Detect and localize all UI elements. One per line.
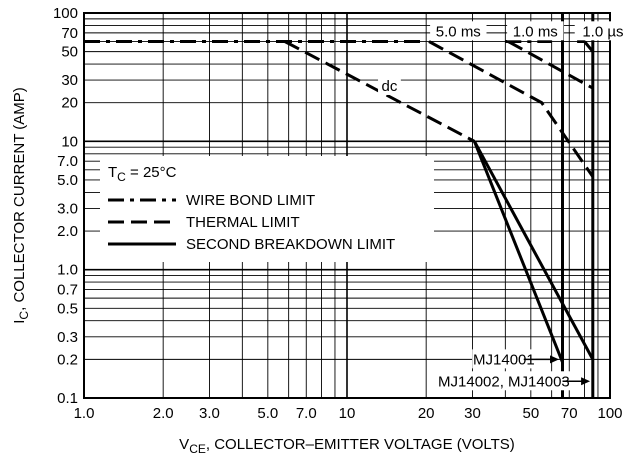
y-axis-label-main: I xyxy=(11,320,28,324)
legend-title-main: T xyxy=(108,164,117,181)
x-tick-label: 7.0 xyxy=(296,405,317,422)
x-tick-label: 5.0 xyxy=(257,405,278,422)
x-tick-label: 3.0 xyxy=(199,405,220,422)
second-breakdown-line xyxy=(473,140,595,361)
y-tick-label: 0.5 xyxy=(57,300,78,317)
y-axis-label-rest: , COLLECTOR CURRENT (AMP) xyxy=(11,87,28,311)
second-breakdown-line xyxy=(473,140,564,363)
legend-label: SECOND BREAKDOWN LIMIT xyxy=(186,236,395,253)
x-tick-label: 70 xyxy=(561,405,578,422)
y-tick-label: 5.0 xyxy=(57,172,78,189)
y-tick-label: 3.0 xyxy=(57,200,78,217)
y-tick-label: 2.0 xyxy=(57,223,78,240)
legend-label: WIRE BOND LIMIT xyxy=(186,192,315,209)
legend-title-sub: C xyxy=(117,170,126,184)
thermal-line xyxy=(428,40,595,178)
y-tick-label: 0.1 xyxy=(57,390,78,407)
pointer-label: MJ14001 xyxy=(473,351,535,368)
x-axis-label-rest: , COLLECTOR–EMITTER VOLTAGE (VOLTS) xyxy=(206,436,515,453)
y-axis-label-sub: C xyxy=(17,311,31,320)
y-tick-label: 20 xyxy=(61,95,78,112)
curve-label: 1.0 µs xyxy=(582,23,623,40)
pointer-arrowhead xyxy=(581,377,591,386)
curve-label-background xyxy=(507,21,564,41)
curve-label: dc xyxy=(382,78,398,95)
curve-label-background xyxy=(430,21,487,41)
x-axis-label-sub: CE xyxy=(189,442,206,456)
x-axis-label-main: V xyxy=(179,436,189,453)
x-axis-label: VCE, COLLECTOR–EMITTER VOLTAGE (VOLTS) xyxy=(179,436,515,456)
y-tick-label: 0.2 xyxy=(57,351,78,368)
y-tick-label: 100 xyxy=(53,5,78,22)
x-tick-label: 2.0 xyxy=(153,405,174,422)
curve-label: 5.0 ms xyxy=(436,23,481,40)
plot-frame xyxy=(83,12,611,399)
pointer-label-background xyxy=(472,349,536,369)
annotations: 5.0 ms 1.0 ms 1.0 µs dc MJ14001 MJ14002, MJ14… xyxy=(378,21,632,391)
pointer-label: MJ14002, MJ14003 xyxy=(438,373,570,390)
curve-label: 1.0 ms xyxy=(513,23,558,40)
x-tick-label: 20 xyxy=(418,405,435,422)
y-axis-label: IC, COLLECTOR CURRENT (AMP) xyxy=(11,87,31,323)
y-tick-label: 0.7 xyxy=(57,282,78,299)
y-tick-label: 50 xyxy=(61,44,78,61)
x-tick-label: 50 xyxy=(522,405,539,422)
tick-labels: 1.0 2.0 3.0 5.0 7.0 10 20 30 50 70 100 0.1 0.2 0.3 0.5… xyxy=(53,5,623,422)
thermal-line xyxy=(507,40,594,90)
curve-label-background xyxy=(378,75,401,95)
x-tick-label: 1.0 xyxy=(74,405,95,422)
x-tick-label: 30 xyxy=(464,405,481,422)
pointer-arrowhead xyxy=(550,355,560,364)
y-tick-label: 10 xyxy=(61,133,78,150)
legend-title: TC = 25°C xyxy=(108,164,177,184)
y-tick-label: 30 xyxy=(61,72,78,89)
legend: TC = 25°C WIRE BOND LIMIT THERMAL LIMIT SEC… xyxy=(100,156,434,262)
y-tick-label: 0.3 xyxy=(57,329,78,346)
y-tick-label: 7.0 xyxy=(57,153,78,170)
curve-label-background xyxy=(574,21,632,41)
x-tick-label: 100 xyxy=(597,405,622,422)
legend-label: THERMAL LIMIT xyxy=(186,214,300,231)
y-tick-label: 1.0 xyxy=(57,262,78,279)
legend-title-rest: = 25°C xyxy=(126,164,177,181)
y-tick-label: 70 xyxy=(61,25,78,42)
x-tick-label: 10 xyxy=(339,405,356,422)
pointer-label-background xyxy=(435,371,573,391)
